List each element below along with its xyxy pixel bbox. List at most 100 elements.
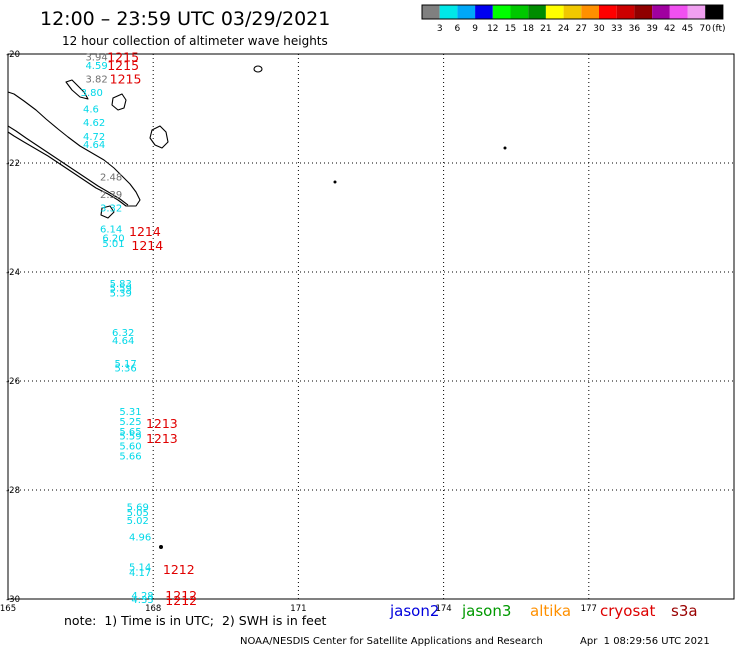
wave-height-value: 5.39: [110, 289, 132, 300]
wave-height-value: 5.65: [119, 427, 141, 438]
islet-norfolk: [159, 545, 163, 549]
scale-label: 12: [487, 24, 498, 34]
lat-tick-label: -22: [6, 159, 20, 169]
satellite-legend: jason2 jason3 altika cryosat s3a: [389, 602, 698, 620]
coastline-isle-of-pines: [100, 205, 115, 219]
islet-walpole: [253, 65, 263, 73]
wave-height-value: 5.83: [110, 279, 132, 290]
pass-time-label: 1212: [165, 593, 197, 608]
wave-height-value: 5.69: [127, 502, 149, 513]
scale-swatch: [652, 5, 670, 19]
wave-height-value: 3.94: [85, 53, 107, 64]
lat-tick-label: -20: [6, 50, 20, 60]
wave-height-value: 6.14: [100, 224, 122, 235]
pass-time-label: 1215: [107, 50, 139, 65]
scale-swatch: [687, 5, 706, 19]
wave-height-value: 5.05: [127, 508, 149, 519]
wave-height-value: 4.72: [83, 132, 105, 143]
scale-swatch: [492, 5, 511, 19]
scale-label: 18: [522, 24, 534, 34]
scale-swatch: [528, 5, 546, 19]
scale-swatch: [581, 5, 599, 19]
lon-tick-label: 168: [145, 604, 161, 614]
coastline-grande-terre: [7, 91, 141, 207]
scale-border: [421, 4, 724, 20]
scale-label: 21: [540, 24, 551, 34]
lat-tick-label: -24: [6, 268, 20, 278]
wave-height-color-scale: 3 6 9 12 15 18 21 24 27 30 33 36 39 42 45 70: [421, 4, 724, 34]
wave-height-value: 5.60: [119, 441, 141, 452]
wave-height-value: 4.33: [131, 595, 153, 606]
footer-credit: NOAA/NESDIS Center for Satellite Applica…: [240, 636, 543, 647]
scale-swatch: [422, 5, 440, 19]
wave-height-value: 4.17: [129, 568, 151, 579]
scale-swatch: [545, 5, 564, 19]
wave-height-value: 3.82: [85, 75, 107, 86]
wave-height-value: 4.64: [112, 336, 134, 347]
pass-time-label: 1212: [165, 588, 197, 603]
wave-height-value: 5.14: [129, 562, 151, 573]
wave-height-value: 5.59: [110, 283, 132, 294]
pass-time-label: 1212: [163, 562, 195, 577]
lon-tick-label: 174: [435, 604, 451, 614]
wave-height-value: 2.39: [100, 190, 122, 201]
wave-height-value: 5.36: [114, 363, 136, 374]
scale-unit-label: (ft): [712, 24, 726, 34]
map-frame: [7, 53, 735, 600]
wave-height-value: 5.25: [119, 417, 141, 428]
coastline-belep-islands: [65, 79, 89, 100]
scale-label: 33: [611, 24, 622, 34]
scale-label: 70: [699, 24, 711, 34]
wave-height-value: 5.01: [102, 239, 124, 250]
scale-swatch: [475, 5, 493, 19]
legend-jason2: jason2: [389, 602, 439, 620]
lat-tick-label: -30: [6, 595, 20, 605]
scale-swatch: [599, 5, 617, 19]
wave-height-value: 4.59: [85, 61, 107, 72]
islet-matthew: [333, 180, 337, 184]
wave-height-value: 6.32: [112, 328, 134, 339]
wave-height-value: 2.48: [100, 173, 122, 184]
lon-tick-label: 171: [290, 604, 306, 614]
wave-height-value: 4.62: [83, 118, 105, 129]
map-border: [7, 53, 735, 600]
legend-s3a: s3a: [671, 602, 698, 620]
pass-time-label: 1213: [146, 416, 178, 431]
pass-time-label: 1214: [129, 224, 161, 239]
pass-time-label: 1215: [107, 58, 139, 73]
wave-height-value: 4.28: [131, 591, 153, 602]
scale-label: 15: [505, 24, 516, 34]
wave-height-value: 3.80: [81, 88, 103, 99]
scale-label: 42: [664, 24, 675, 34]
wave-height-observations: 3.944.593.823.804.64.624.724.642.482.393…: [81, 53, 154, 606]
scale-swatch: [669, 5, 688, 19]
scale-label: 9: [472, 24, 478, 34]
legend-cryosat: cryosat: [600, 602, 655, 620]
legend-jason3: jason3: [461, 602, 511, 620]
wave-height-value: 5.59: [119, 432, 141, 443]
lat-lon-tick-labels: 165 168 171 174 177 -20 -22 -24 -26 -28 -30: [0, 50, 597, 614]
lat-tick-label: -26: [6, 377, 20, 387]
scale-label: 45: [682, 24, 693, 34]
map-title: 12:00 – 23:59 UTC 03/29/2021: [40, 8, 330, 30]
islet-hunter: [503, 146, 507, 150]
coastline-ouvea: [111, 93, 127, 111]
lon-tick-label: 165: [0, 604, 16, 614]
scale-label: 6: [455, 24, 461, 34]
legend-altika: altika: [530, 602, 571, 620]
scale-label: 3: [437, 24, 443, 34]
scale-label: 36: [629, 24, 641, 34]
pass-time-label: 1214: [131, 238, 163, 253]
lon-tick-label: 177: [581, 604, 597, 614]
wave-height-value: 5.17: [114, 359, 136, 370]
scale-label: 30: [593, 24, 605, 34]
scale-swatch: [510, 5, 529, 19]
scale-label: 39: [646, 24, 658, 34]
wave-height-value: 4.64: [83, 140, 105, 151]
wave-height-value: 4.96: [129, 532, 151, 543]
pass-time-label: 1213: [146, 431, 178, 446]
scale-label: 24: [558, 24, 570, 34]
scale-swatch: [634, 5, 653, 19]
